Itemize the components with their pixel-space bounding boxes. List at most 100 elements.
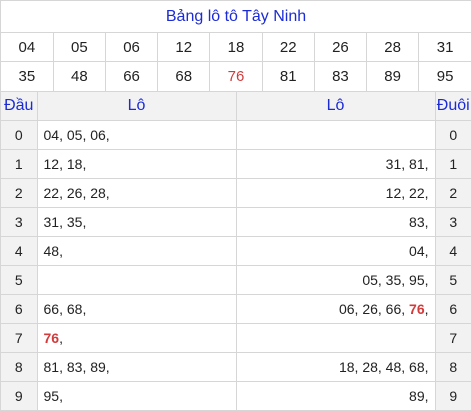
result-number: 31 xyxy=(418,33,471,62)
lo-right-cell: 18, 28, 48, 68, xyxy=(236,352,436,382)
dau-cell: 8 xyxy=(1,352,38,382)
loto-number: 18 xyxy=(338,359,355,375)
loto-number: 06 xyxy=(338,301,355,317)
lo-right-cell: 12, 22, xyxy=(236,178,436,208)
table-row: 1 12, 18, 31, 81, 1 xyxy=(1,149,471,179)
results-grid: 04 05 06 12 18 22 26 28 31 35 48 66 68 76 81 83 89 95 xyxy=(1,33,471,92)
table-row: 9 95, 89, 9 xyxy=(1,381,471,410)
dau-cell: 6 xyxy=(1,294,38,324)
duoi-cell: 0 xyxy=(435,120,471,150)
duoi-cell: 9 xyxy=(435,381,471,410)
result-number: 76 xyxy=(209,61,263,92)
loto-number: 66 xyxy=(43,301,60,317)
loto-number: 83 xyxy=(66,359,83,375)
loto-number: 22 xyxy=(43,185,60,201)
result-number: 22 xyxy=(262,33,315,62)
result-number: 66 xyxy=(105,61,159,92)
loto-number: 89 xyxy=(90,359,106,375)
lo-right-cell: 83, xyxy=(236,207,436,237)
loto-table: Đầu Lô Lô Đuôi 0 04, 05, 06, 0 1 12, 18, 31… xyxy=(1,92,471,410)
loto-number: 31 xyxy=(43,214,60,230)
results-row: 04 05 06 12 18 22 26 28 31 xyxy=(1,33,471,62)
loto-number: 89 xyxy=(409,388,425,404)
loto-number: 81 xyxy=(409,156,425,172)
lo-left-cell: 95, xyxy=(37,381,237,410)
loto-number: 68 xyxy=(66,301,83,317)
result-number: 26 xyxy=(314,33,368,62)
lo-right-cell xyxy=(236,323,436,353)
loto-number: 04 xyxy=(43,127,60,143)
lo-right-cell: 06, 26, 66, 76, xyxy=(236,294,436,324)
duoi-cell: 1 xyxy=(435,149,471,179)
result-number: 68 xyxy=(157,61,211,92)
header-lo-left: Lô xyxy=(37,92,237,121)
lo-left-cell: 66, 68, xyxy=(37,294,237,324)
loto-number: 06 xyxy=(90,127,106,143)
result-number: 12 xyxy=(157,33,211,62)
duoi-cell: 6 xyxy=(435,294,471,324)
lo-left-cell: 22, 26, 28, xyxy=(37,178,237,208)
lo-left-cell xyxy=(37,265,237,295)
table-row: 6 66, 68, 06, 26, 66, 76, 6 xyxy=(1,294,471,324)
lo-left-cell: 04, 05, 06, xyxy=(37,120,237,150)
table-row: 5 05, 35, 95, 5 xyxy=(1,265,471,295)
result-number: 18 xyxy=(209,33,263,62)
table-row: 4 48, 04, 4 xyxy=(1,236,471,266)
result-number: 81 xyxy=(262,61,315,92)
loto-number: 26 xyxy=(66,185,83,201)
lo-left-cell: 31, 35, xyxy=(37,207,237,237)
lo-left-cell: 81, 83, 89, xyxy=(37,352,237,382)
table-row: 0 04, 05, 06, 0 xyxy=(1,120,471,150)
header-duoi: Đuôi xyxy=(435,92,471,121)
loto-number: 05 xyxy=(362,272,378,288)
result-number: 05 xyxy=(53,33,106,62)
lo-right-cell: 31, 81, xyxy=(236,149,436,179)
loto-number: 04 xyxy=(409,243,425,259)
result-number: 28 xyxy=(366,33,420,62)
loto-number: 76 xyxy=(43,330,60,346)
loto-number: 12 xyxy=(385,185,402,201)
duoi-cell: 3 xyxy=(435,207,471,237)
lo-left-cell: 48, xyxy=(37,236,237,266)
table-row: 2 22, 26, 28, 12, 22, 2 xyxy=(1,178,471,208)
loto-header-row: Đầu Lô Lô Đuôi xyxy=(1,92,471,121)
dau-cell: 7 xyxy=(1,323,38,353)
dau-cell: 2 xyxy=(1,178,38,208)
duoi-cell: 5 xyxy=(435,265,471,295)
results-row: 35 48 66 68 76 81 83 89 95 xyxy=(1,61,471,92)
table-row: 3 31, 35, 83, 3 xyxy=(1,207,471,237)
header-dau: Đầu xyxy=(1,92,38,121)
loto-number: 12 xyxy=(43,156,60,172)
lo-right-cell: 89, xyxy=(236,381,436,410)
duoi-cell: 7 xyxy=(435,323,471,353)
loto-number: 35 xyxy=(66,214,83,230)
loto-number: 26 xyxy=(362,301,378,317)
loto-number: 95 xyxy=(409,272,425,288)
loto-number: 81 xyxy=(43,359,60,375)
loto-number: 28 xyxy=(362,359,378,375)
loto-number: 83 xyxy=(409,214,425,230)
loto-number: 68 xyxy=(409,359,425,375)
lo-right-cell xyxy=(236,120,436,150)
loto-number: 18 xyxy=(66,156,83,172)
duoi-cell: 4 xyxy=(435,236,471,266)
lo-left-cell: 12, 18, xyxy=(37,149,237,179)
loto-number: 22 xyxy=(409,185,425,201)
loto-number: 31 xyxy=(385,156,402,172)
table-title: Bảng lô tô Tây Ninh xyxy=(1,1,471,33)
dau-cell: 1 xyxy=(1,149,38,179)
duoi-cell: 2 xyxy=(435,178,471,208)
result-number: 06 xyxy=(105,33,159,62)
table-row: 8 81, 83, 89, 18, 28, 48, 68, 8 xyxy=(1,352,471,382)
loto-number: 48 xyxy=(43,243,60,259)
loto-number: 76 xyxy=(409,301,425,317)
loto-number: 66 xyxy=(385,301,402,317)
dau-cell: 0 xyxy=(1,120,38,150)
header-lo-right: Lô xyxy=(236,92,436,121)
duoi-cell: 8 xyxy=(435,352,471,382)
result-number: 95 xyxy=(418,61,471,92)
loto-number: 35 xyxy=(385,272,402,288)
dau-cell: 5 xyxy=(1,265,38,295)
loto-number: 05 xyxy=(66,127,83,143)
